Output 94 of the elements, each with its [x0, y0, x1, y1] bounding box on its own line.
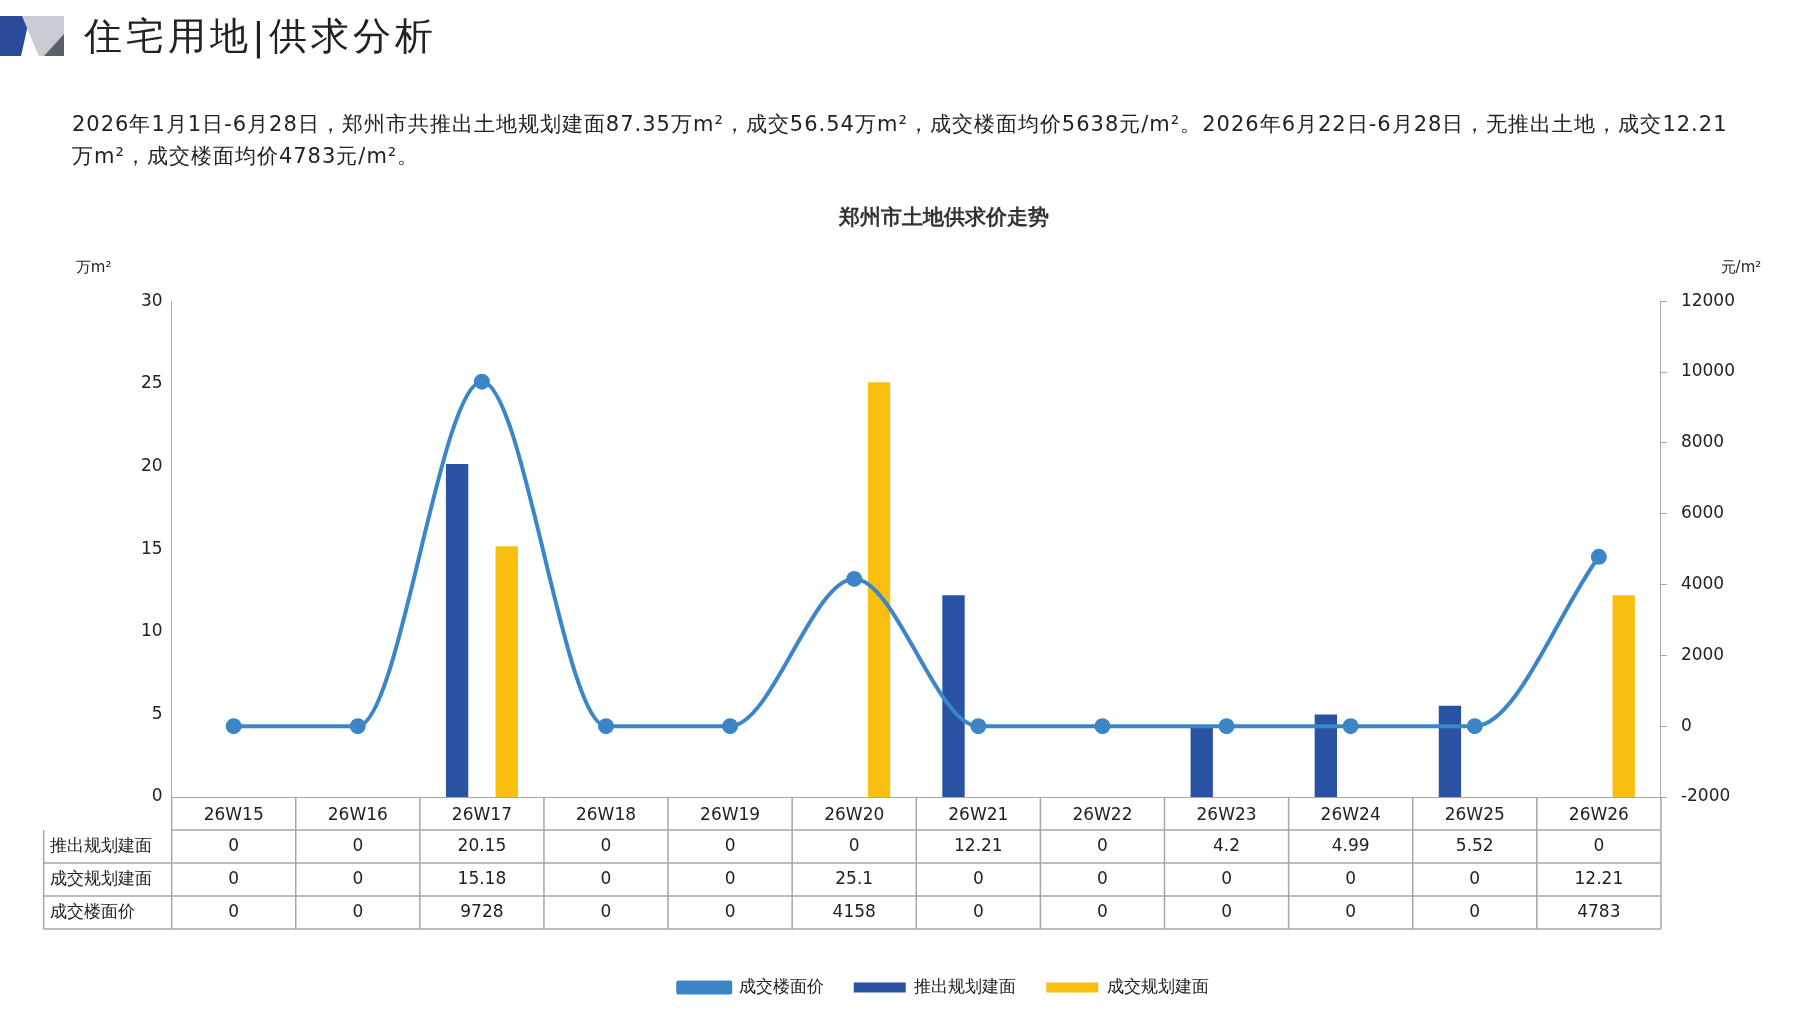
- y-tick-label: 10: [140, 620, 163, 641]
- bar: [1314, 714, 1337, 797]
- legend-label: 成交楼面价: [738, 975, 824, 996]
- point: [225, 718, 242, 735]
- x-tick-label: 26W19: [700, 803, 761, 824]
- data-label: 0: [1097, 867, 1108, 888]
- text: 推出规划建面: [49, 834, 152, 855]
- y-tick-label: 5: [151, 702, 163, 723]
- data-label: 0: [724, 834, 736, 855]
- point: [1218, 718, 1235, 735]
- y2-axis-title: 元/m²: [1720, 257, 1762, 276]
- data-label: 0: [352, 867, 364, 888]
- point: [1342, 718, 1359, 735]
- x-tick-label: 26W26: [1568, 803, 1629, 824]
- data-label: 0: [600, 867, 612, 888]
- y2-tick-label: 8000: [1680, 431, 1725, 452]
- x-tick-label: 26W15: [203, 803, 264, 824]
- data-label: 12.21: [1574, 867, 1624, 888]
- bar: [495, 546, 518, 797]
- data-label: 0: [352, 900, 364, 921]
- point: [1590, 548, 1607, 565]
- x-tick-label: 26W24: [1320, 803, 1381, 824]
- data-label: 0: [228, 834, 240, 855]
- data-label: 0: [724, 867, 736, 888]
- data-label: 0: [1097, 834, 1108, 855]
- data-label: 0: [1469, 867, 1481, 888]
- data-label: 0: [972, 867, 984, 888]
- point: [846, 570, 863, 587]
- data-label: 0: [1221, 867, 1232, 888]
- text: 住宅用地|供求分析: [84, 12, 437, 61]
- x-tick-label: 26W21: [948, 803, 1009, 824]
- bar: [942, 595, 965, 797]
- x-tick-label: 26W25: [1444, 803, 1505, 824]
- y2-tick-label: -2000: [1680, 785, 1731, 806]
- point: [473, 373, 490, 390]
- x-tick-label: 26W22: [1072, 803, 1133, 824]
- data-label: 4783: [1577, 900, 1621, 921]
- x-tick-label: 26W17: [451, 803, 512, 824]
- data-label: 0: [1469, 900, 1481, 921]
- data-label: 0: [972, 900, 984, 921]
- data-label: 0: [228, 867, 240, 888]
- legend-label: 推出规划建面: [914, 975, 1017, 996]
- data-label: 9728: [460, 900, 504, 921]
- data-label: 0: [724, 900, 736, 921]
- data-label: 0: [1097, 900, 1108, 921]
- x-tick-label: 26W16: [327, 803, 388, 824]
- y-tick-label: 0: [151, 785, 163, 806]
- chart-title: 郑州市土地供求价走势: [837, 205, 1049, 230]
- text: 成交规划建面: [49, 867, 152, 888]
- y-tick-label: 30: [140, 289, 163, 310]
- y2-tick-label: 4000: [1680, 572, 1725, 593]
- text: 2026年1月1日-6月28日，郑州市共推出土地规划建面87.35万m²，成交56.54万m²，成交楼面均价5638元/m²。2026年6月22日-6月28日，无推出土地，成交12.21万m²，成交楼面均价4783元/m²。: [72, 111, 1729, 170]
- data-label: 0: [600, 834, 612, 855]
- point: [1094, 718, 1111, 735]
- data-label: 0: [1345, 867, 1357, 888]
- data-label: 4.99: [1331, 834, 1370, 855]
- data-label: 15.18: [457, 867, 507, 888]
- y2-tick-label: 10000: [1680, 360, 1736, 381]
- y2-tick-label: 12000: [1680, 289, 1736, 310]
- y2-tick-label: 6000: [1680, 502, 1725, 523]
- data-label: 0: [228, 900, 240, 921]
- x-tick-label: 26W23: [1196, 803, 1257, 824]
- legend-label: 成交规划建面: [1106, 975, 1209, 996]
- bar: [1190, 727, 1213, 797]
- data-label: 20.15: [457, 834, 507, 855]
- data-label: 4.2: [1213, 834, 1241, 855]
- bar: [867, 382, 891, 797]
- data-label: 0: [1345, 900, 1357, 921]
- y-tick-label: 20: [140, 454, 163, 475]
- point: [970, 718, 987, 735]
- y-tick-label: 15: [140, 537, 163, 558]
- data-label: 12.21: [953, 834, 1003, 855]
- x-tick-label: 26W18: [575, 803, 637, 824]
- bar: [445, 463, 469, 797]
- y-axis-title: 万m²: [75, 257, 112, 276]
- x-tick-label: 26W20: [824, 803, 885, 824]
- data-label: 0: [352, 834, 364, 855]
- point: [722, 718, 739, 735]
- point: [598, 718, 615, 735]
- y2-tick-label: 2000: [1680, 643, 1725, 664]
- data-label: 0: [848, 834, 860, 855]
- y2-tick-label: 0: [1680, 714, 1692, 735]
- data-label: 0: [1593, 834, 1605, 855]
- point: [1466, 718, 1483, 735]
- y-tick-label: 25: [140, 372, 163, 393]
- data-label: 5.52: [1455, 834, 1494, 855]
- data-label: 25.1: [835, 867, 874, 888]
- data-label: 0: [1221, 900, 1232, 921]
- point: [349, 718, 366, 735]
- text: 成交楼面价: [49, 900, 135, 921]
- data-label: 4158: [832, 900, 876, 921]
- bar: [1438, 705, 1462, 797]
- data-label: 0: [600, 900, 612, 921]
- bar: [1612, 595, 1635, 797]
